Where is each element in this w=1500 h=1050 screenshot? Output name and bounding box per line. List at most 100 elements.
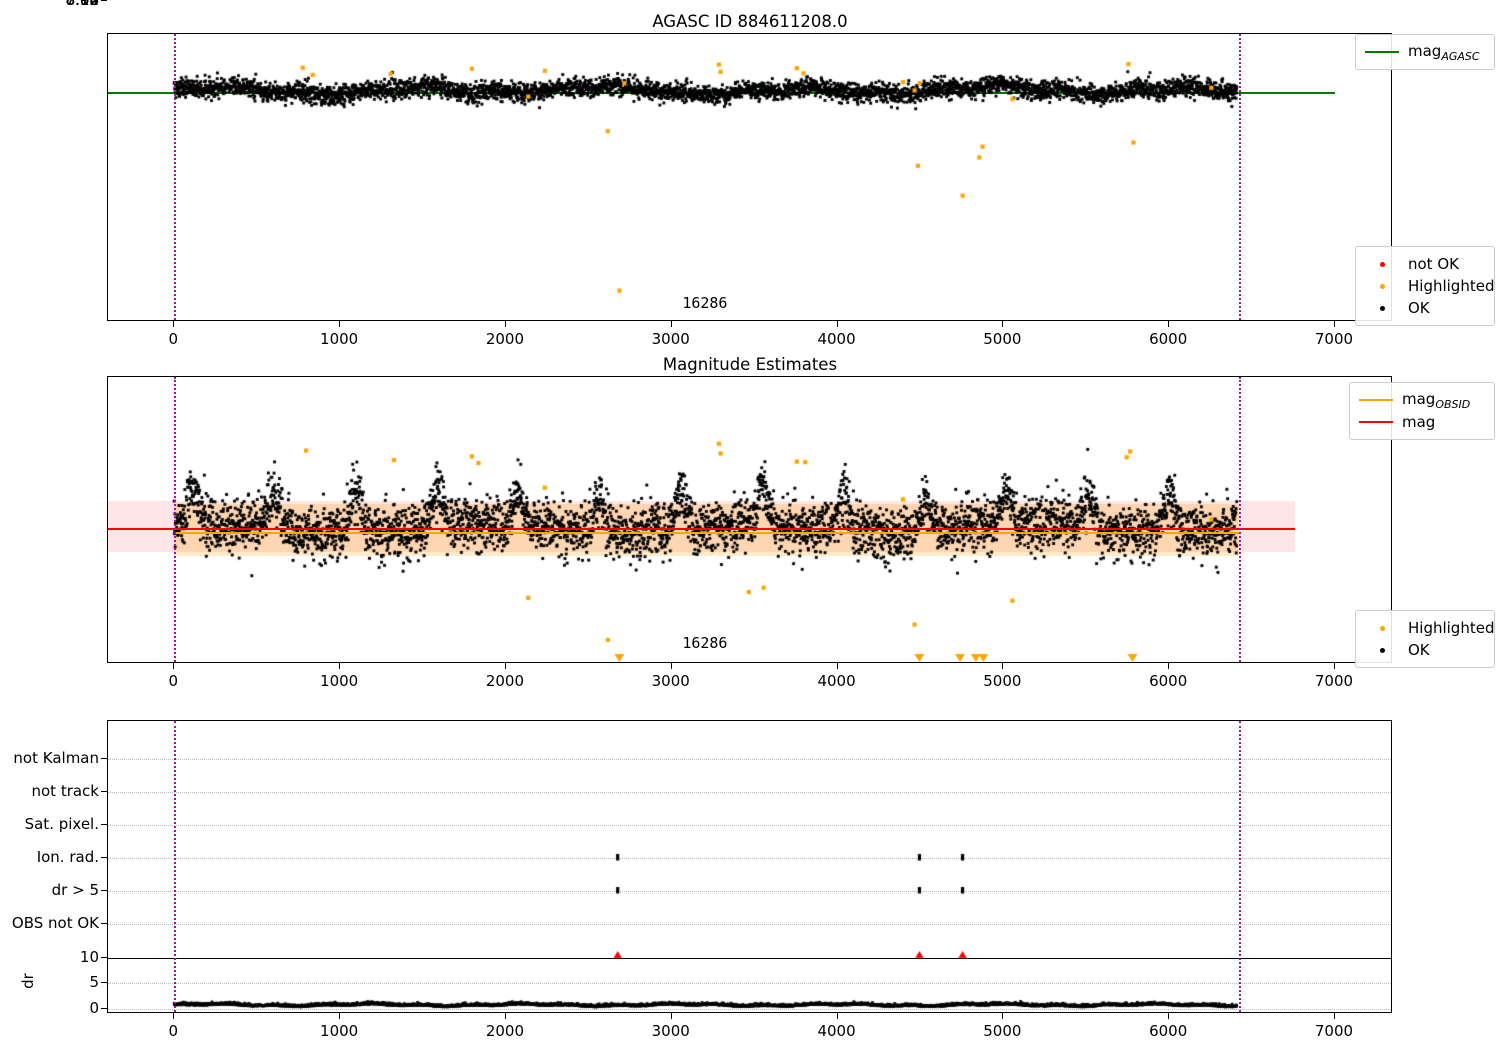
panel-magnitude-estimates-ytick-label: 8.12 [65,0,99,9]
legend-entry: not OK [1365,253,1485,275]
flag-row-label: dr > 5 [51,881,99,899]
legend-entry: Highlighted [1365,617,1494,639]
mag-obsid-line [174,531,1239,534]
flag-row-tick [101,857,107,858]
legend-status-panel2[interactable]: Highlighted OK [1355,610,1495,668]
panel-flags-xtick-label: 6000 [1149,1022,1188,1040]
panel-agasc-xtick-label: 5000 [983,330,1022,348]
panel-magnitude-estimates-ytick-label: 8.14 [65,0,99,9]
panel-magnitude-estimates-xtick-label: 4000 [817,672,856,690]
panel-agasc-ytick-label: 8.05 [65,0,99,9]
legend-entry: OK [1365,639,1485,661]
obsid-annotation: 16286 [682,633,728,652]
ax2-data-layer [108,377,1391,662]
legend-mag-lines[interactable]: magOBSID mag [1349,382,1495,440]
panel-magnitude-estimates-xtick-label: 0 [168,672,179,690]
panel-magnitude-estimates-ytick-label: 8.16 [65,0,99,9]
panel-flags-xtick-mark [504,1013,506,1019]
panel-flags-xtick-label: 3000 [651,1022,690,1040]
legend-label: mag [1402,413,1436,431]
panel-agasc-xtick-mark [1333,321,1335,327]
legend-label: not OK [1408,255,1459,273]
legend-dot-swatch [1365,619,1399,637]
panel-magnitude-estimates-ytick-label: 8.08 [65,0,99,9]
panel-agasc-xtick-label: 4000 [817,330,856,348]
flag-row-tick [101,791,107,792]
flag-row-label: Ion. rad. [36,848,99,866]
flag-row-tick [101,923,107,924]
panel-magnitude-estimates-ytick-mark [101,0,107,1]
panel-agasc-xtick-label: 0 [168,330,179,348]
flag-row-label: Sat. pixel. [24,815,99,833]
panel-agasc-xtick-mark [173,321,175,327]
panel-magnitude-estimates-xtick-mark [1168,663,1170,669]
flag-row-label: not Kalman [13,749,99,767]
panel-agasc-ytick-label: 8.10 [65,0,99,9]
legend-entry: mag [1359,411,1485,433]
flag-row-tick [101,758,107,759]
ax3-data-layer [108,721,1391,1012]
panel-flags-xtick-label: 2000 [485,1022,525,1040]
legend-entry: Highlighted [1365,275,1494,297]
dr-ytick-mark [101,1008,107,1009]
obsid-annotation: 16286 [682,293,728,312]
obs-boundary-line [174,377,177,662]
panel-magnitude-estimates-xtick-mark [504,663,506,669]
dr-ytick-mark [101,982,107,983]
legend-label: OK [1408,299,1430,317]
panel-flags-xtick-mark [1002,1013,1004,1019]
dr-axis-label: dr [19,973,37,989]
panel-agasc-xtick-mark [1002,321,1004,327]
panel-agasc-xtick-label: 7000 [1314,330,1354,348]
panel-flags-xtick-mark [173,1013,175,1019]
legend-mag-agasc[interactable]: magAGASC [1355,34,1495,70]
panel-magnitude-estimates-xtick-label: 2000 [485,672,525,690]
dr-ytick-label: 0 [89,999,99,1017]
panel-magnitude-estimates-xtick-label: 7000 [1314,672,1354,690]
panel-flags-plot-area [107,720,1392,1013]
panel-flags-xtick-mark [1333,1013,1335,1019]
obs-boundary-line [1238,34,1241,320]
panel-agasc-ytick-label: 7.90 [65,0,99,9]
panel-magnitude-estimates-xtick-mark [173,663,175,669]
legend-line-swatch [1365,51,1399,53]
legend-label: Highlighted [1408,619,1495,637]
legend-dot-swatch [1365,277,1399,295]
flag-row-label: OBS not OK [11,914,99,932]
dr-ytick-label: 10 [79,948,99,966]
panel-magnitude-estimates-xtick-mark [1002,663,1004,669]
legend-status-panel1[interactable]: not OK Highlighted OK [1355,246,1495,326]
legend-dot-swatch [1365,299,1399,317]
panel-agasc-xtick-label: 2000 [485,330,525,348]
panel-magnitude-estimates-xtick-mark [1333,663,1335,669]
legend-dot-swatch [1365,641,1399,659]
panel-magnitude-estimates-ytick-label: 8.10 [65,0,99,9]
panel-magnitude-estimates-xtick-mark [836,663,838,669]
panel-agasc-xtick-mark [836,321,838,327]
panel-flags-xtick-label: 4000 [817,1022,856,1040]
panel-agasc-ytick-label: 8.15 [65,0,99,9]
panel-flags-xtick-label: 0 [168,1022,179,1040]
panel-flags-xtick-mark [339,1013,341,1019]
panel-magnitude-estimates-xtick-label: 3000 [651,672,690,690]
panel-magnitude-estimates-title: Magnitude Estimates [662,355,838,374]
panel-magnitude-estimates-xtick-label: 1000 [320,672,359,690]
panel-flags-xtick-mark [836,1013,838,1019]
panel-agasc-xtick-label: 1000 [320,330,359,348]
obs-boundary-line [1238,377,1241,662]
panel-flags-xtick-label: 7000 [1314,1022,1354,1040]
obs-boundary-line [174,721,177,1012]
legend-label: OK [1408,641,1430,659]
panel-flags-xtick-label: 1000 [320,1022,359,1040]
panel-agasc-plot-area: 16286 [107,33,1392,321]
legend-dot-swatch [1365,255,1399,273]
panel-magnitude-estimates-xtick-mark [670,663,672,669]
mag-line [108,527,1296,531]
flag-row-label: not track [31,782,99,800]
legend-entry: magAGASC [1365,41,1485,63]
panel-agasc-xtick-mark [1168,321,1170,327]
ax1-data-layer [108,34,1391,320]
dr-ytick-label: 5 [89,973,99,991]
